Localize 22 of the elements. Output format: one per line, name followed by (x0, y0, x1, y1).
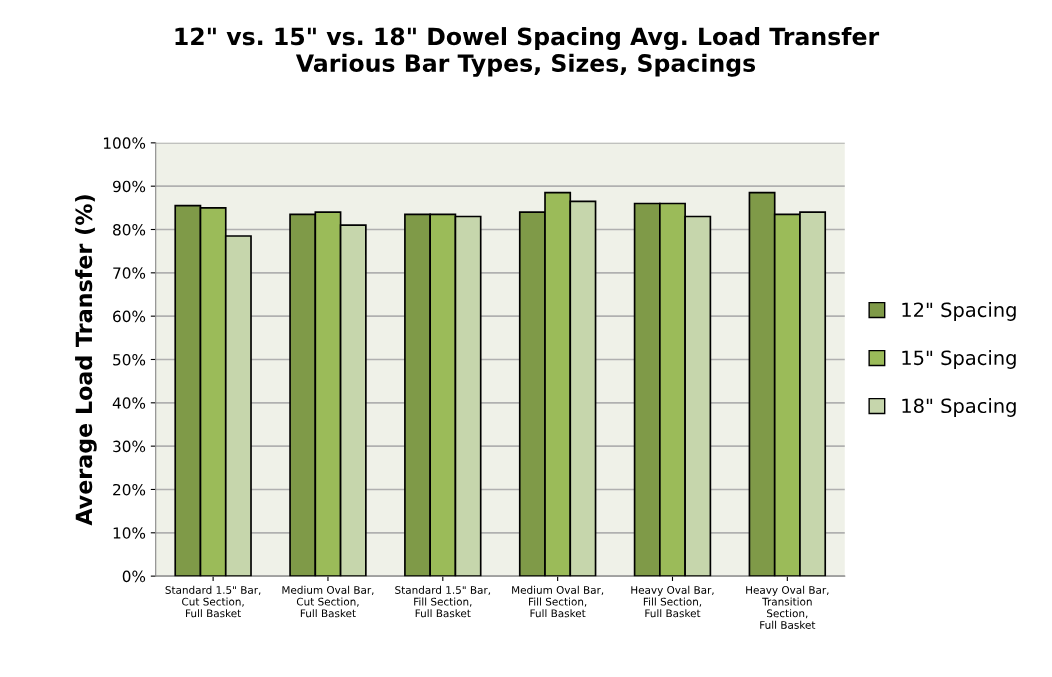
x-tick-label: Standard 1.5" Bar, Fill Section, Full Basket (395, 585, 491, 618)
y-tick-label: 80% (113, 223, 146, 236)
y-axis-title: Average Load Transfer (%) (75, 195, 97, 526)
x-tick-label: Heavy Oval Bar, Transition Section, Full Basket (746, 585, 829, 629)
legend-label: 12" Spacing (902, 302, 1016, 321)
y-tick-label: 60% (113, 310, 146, 323)
legend-label: 18" Spacing (902, 398, 1016, 417)
y-tick-label: 0% (122, 570, 146, 583)
y-tick-label: 90% (112, 180, 146, 193)
y-tick-label: 40% (112, 397, 146, 409)
y-tick-label: 20% (113, 483, 146, 496)
y-tick-label: 100% (103, 137, 146, 149)
y-tick-label: 30% (113, 440, 146, 453)
y-tick-label: 10% (113, 527, 146, 539)
y-tick-label: 70% (113, 267, 146, 279)
chart-title: 12" vs. 15" vs. 18" Dowel Spacing Avg. Load Transfer Various Bar Types, Sizes, Spacings (175, 27, 880, 77)
x-tick-label: Standard 1.5" Bar, Cut Section, Full Basket (165, 585, 261, 618)
x-tick-label: Heavy Oval Bar, Fill Section, Full Basket (631, 585, 714, 618)
x-tick-label: Medium Oval Bar, Cut Section, Full Basket (282, 585, 374, 618)
y-tick-label: 50% (113, 353, 146, 366)
legend-label: 15" Spacing (902, 350, 1016, 369)
x-tick-label: Medium Oval Bar, Fill Section, Full Basket (512, 585, 604, 618)
